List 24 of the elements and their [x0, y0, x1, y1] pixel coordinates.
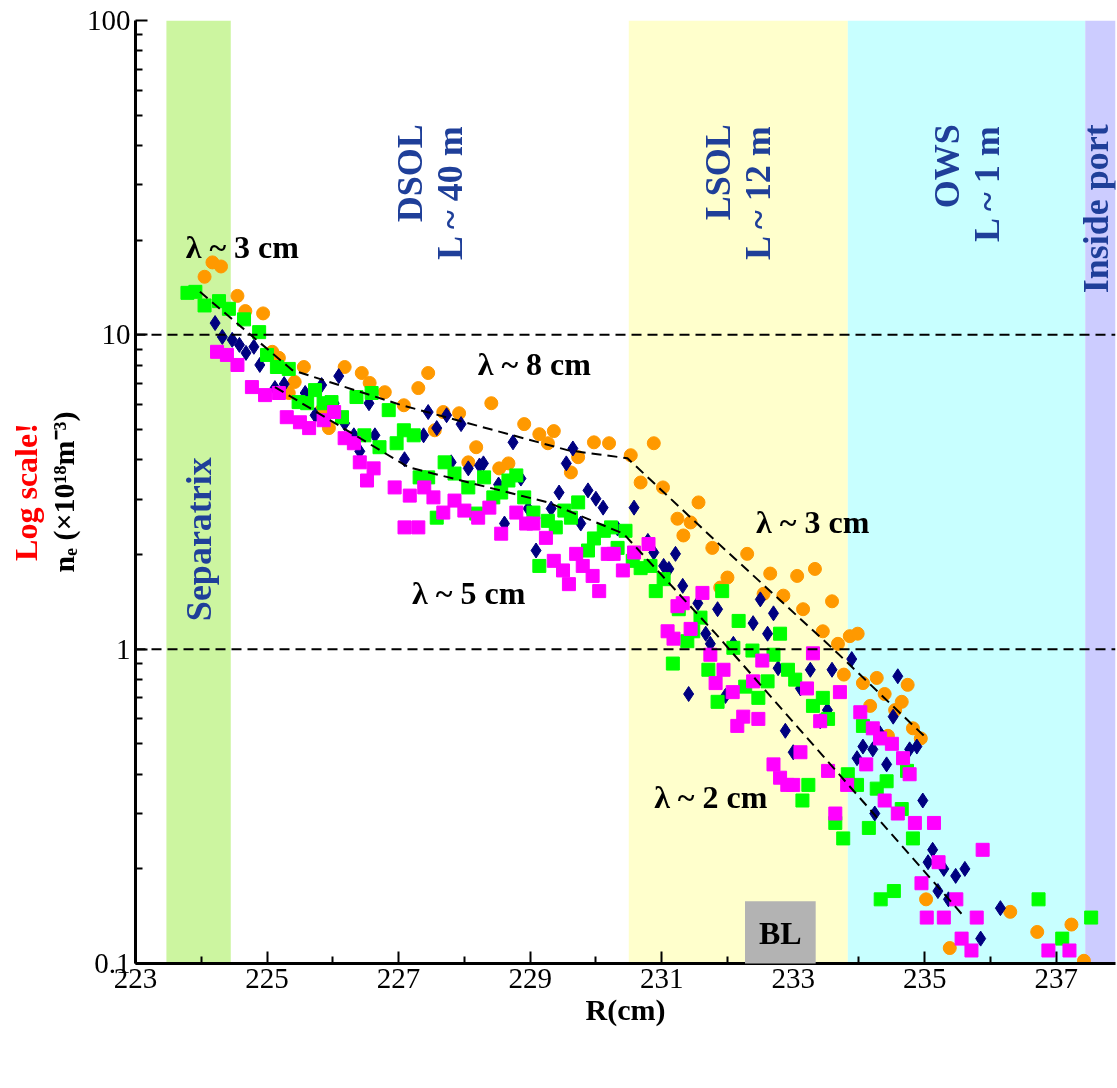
x-axis-title: R(cm): [585, 992, 666, 1027]
x-tick-label: 227: [376, 961, 421, 994]
annotation: λ ~ 3 cm: [756, 504, 870, 541]
x-tick-label: 235: [903, 961, 947, 994]
y-axis-title: nₑ (×10¹⁸m⁻³): [47, 411, 81, 573]
x-tick-label: 229: [508, 961, 552, 994]
x-tick-label: 225: [245, 961, 289, 994]
annotation: λ ~ 8 cm: [477, 345, 592, 382]
x-tick-label: 231: [639, 961, 684, 994]
x-tick-label: 237: [1034, 961, 1079, 994]
band-label: LSOL L ~ 12 m: [698, 124, 779, 260]
band-label: DSOL L ~ 40 m: [389, 124, 470, 260]
y-tick-label: 100: [87, 4, 131, 36]
annotation: λ ~ 5 cm: [412, 574, 526, 611]
x-tick-label: 233: [771, 961, 815, 994]
text: Log scale!: [7, 423, 44, 561]
annotation: λ ~ 2 cm: [654, 778, 768, 815]
band-label: Inside port: [1075, 124, 1116, 294]
annotation: λ ~ 3 cm: [185, 228, 300, 265]
y-tick-label: 10: [101, 318, 131, 351]
annotation: BL: [759, 915, 802, 952]
band-label: OWS L ~ 1 m: [926, 124, 1007, 242]
y-tick-label: 1: [116, 632, 131, 665]
band-label: Separatrix: [178, 457, 219, 622]
